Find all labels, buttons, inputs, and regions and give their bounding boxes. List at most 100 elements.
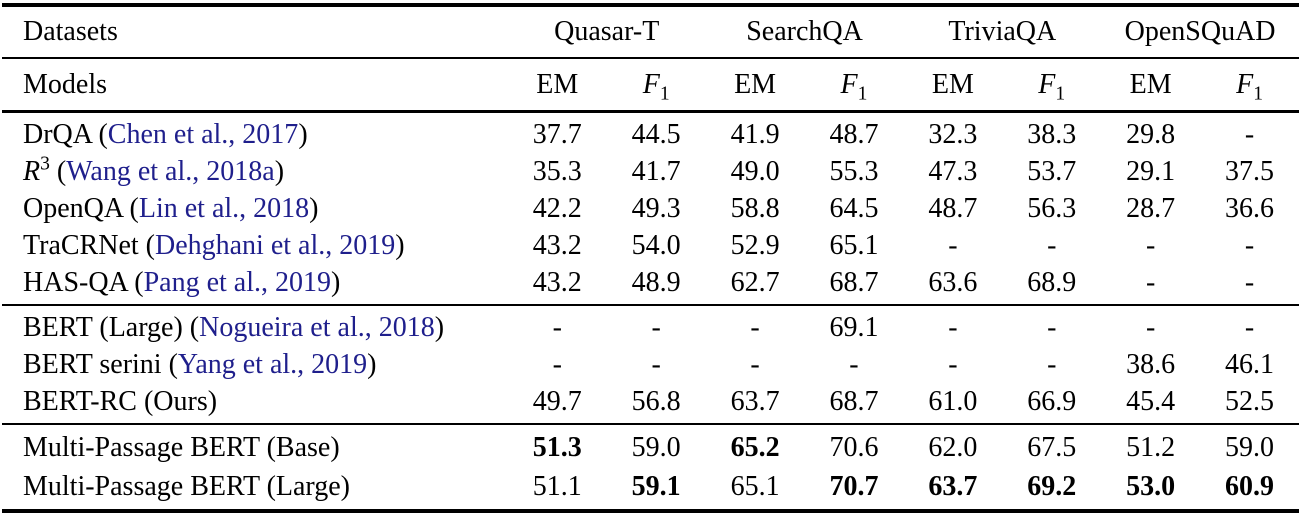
baseline-models-group: DrQA (Chen et al., 2017) 37.7 44.5 41.9 48.7… — [2, 112, 1299, 305]
table-row: DrQA (Chen et al., 2017) 37.7 44.5 41.9 48.7… — [2, 112, 1299, 154]
model-name: TraCRNet — [23, 229, 139, 261]
value-cell: 32.3 — [928, 118, 978, 150]
value-cell: 52.9 — [730, 229, 780, 261]
table-row: R3 (Wang et al., 2018a) 35.3 41.7 49.0 55.3 4… — [2, 153, 1299, 190]
value-cell: 28.7 — [1126, 192, 1176, 224]
value-cell: 68.7 — [829, 385, 879, 417]
table-row: Multi-Passage BERT (Base) 51.3 59.0 65.2 70.… — [2, 424, 1299, 467]
table-row: Multi-Passage BERT (Large) 51.1 59.1 65.1 70… — [2, 467, 1299, 511]
metric-header-f1: F1 — [1002, 58, 1102, 113]
value-cell: 43.2 — [532, 229, 582, 261]
model-cell: R3 (Wang et al., 2018a) — [23, 153, 285, 187]
model-name: HAS-QA — [23, 266, 128, 298]
multi-passage-bert-group: Multi-Passage BERT (Base) 51.3 59.0 65.2 70.… — [2, 424, 1299, 511]
value-cell: 59.1 — [631, 470, 681, 502]
value-cell: - — [849, 348, 859, 380]
table-row: BERT serini (Yang et al., 2019) - - - - - - 38.… — [2, 346, 1299, 383]
model-name: OpenQA — [23, 192, 123, 224]
model-cell: TraCRNet (Dehghani et al., 2019) — [23, 229, 405, 261]
citation-link[interactable]: Chen et al., 2017 — [107, 118, 299, 150]
value-cell: 67.5 — [1027, 431, 1077, 463]
value-cell: - — [552, 348, 562, 380]
models-label: Models — [2, 58, 508, 113]
metric-header-em: EM — [507, 58, 607, 113]
model-name: BERT serini — [23, 348, 162, 380]
value-cell: 53.0 — [1126, 470, 1176, 502]
citation-link[interactable]: Lin et al., 2018 — [138, 192, 310, 224]
citation-link[interactable]: Yang et al., 2019 — [177, 348, 368, 380]
f1-subscript: 1 — [1253, 83, 1263, 105]
metric-header-em: EM — [705, 58, 805, 113]
value-cell: 58.8 — [730, 192, 780, 224]
f1-letter: F — [1236, 68, 1254, 100]
f1-letter: F — [1038, 68, 1056, 100]
metric-header-em: EM — [1101, 58, 1201, 113]
value-cell: 65.1 — [730, 470, 780, 502]
model-cell: BERT (Large) (Nogueira et al., 2018) — [23, 311, 445, 343]
value-cell: 69.2 — [1027, 470, 1077, 502]
value-cell: 63.7 — [730, 385, 780, 417]
value-cell: - — [651, 311, 661, 343]
citation-link[interactable]: Wang et al., 2018a — [66, 155, 275, 187]
value-cell: 59.0 — [1225, 431, 1275, 463]
value-cell: 37.7 — [532, 118, 582, 150]
value-cell: 41.7 — [631, 155, 681, 187]
value-cell: - — [1244, 266, 1255, 298]
value-cell: 70.6 — [829, 431, 879, 463]
model-cell: HAS-QA (Pang et al., 2019) — [23, 266, 341, 298]
model-name: BERT-RC (Ours) — [23, 385, 218, 417]
table-row: TraCRNet (Dehghani et al., 2019) 43.2 54.0… — [2, 227, 1299, 264]
value-cell: 48.7 — [928, 192, 978, 224]
bert-models-group: BERT (Large) (Nogueira et al., 2018) - - - 6… — [2, 305, 1299, 424]
value-cell: - — [1145, 229, 1156, 261]
dataset-header-triviaqa: TriviaQA — [903, 5, 1102, 59]
value-cell: 44.5 — [631, 118, 681, 150]
value-cell: - — [552, 311, 562, 343]
f1-subscript: 1 — [659, 83, 670, 105]
value-cell: 54.0 — [631, 229, 681, 261]
value-cell: - — [1047, 229, 1057, 261]
results-table: Datasets Quasar-T SearchQA TriviaQA Open… — [2, 3, 1299, 513]
value-cell: 35.3 — [532, 155, 582, 187]
value-cell: 49.3 — [631, 192, 681, 224]
value-cell: 37.5 — [1225, 155, 1275, 187]
value-cell: 45.4 — [1126, 385, 1176, 417]
value-cell: 55.3 — [829, 155, 879, 187]
model-name: R — [23, 155, 41, 187]
value-cell: 61.0 — [928, 385, 978, 417]
value-cell: 68.7 — [829, 266, 879, 298]
dataset-header-searchqa: SearchQA — [705, 5, 904, 59]
table-row: BERT-RC (Ours) 49.7 56.8 63.7 68.7 61.0 66.9 45… — [2, 383, 1299, 424]
value-cell: 51.3 — [532, 431, 582, 463]
citation-link[interactable]: Pang et al., 2019 — [143, 266, 331, 298]
value-cell: - — [1145, 311, 1156, 343]
citation-link[interactable]: Nogueira et al., 2018 — [199, 311, 435, 343]
value-cell: - — [750, 311, 760, 343]
value-cell: 62.7 — [730, 266, 780, 298]
value-cell: 42.2 — [532, 192, 582, 224]
f1-letter: F — [642, 68, 660, 100]
model-cell: DrQA (Chen et al., 2017) — [23, 118, 308, 150]
datasets-label: Datasets — [2, 5, 508, 59]
metric-header-f1: F1 — [606, 58, 706, 113]
value-cell: 62.0 — [928, 431, 978, 463]
value-cell: 48.9 — [631, 266, 681, 298]
f1-subscript: 1 — [857, 83, 868, 105]
metric-header-f1: F1 — [1200, 58, 1299, 113]
value-cell: 63.7 — [928, 470, 978, 502]
value-cell: - — [1244, 118, 1255, 150]
model-name: BERT (Large) — [23, 311, 183, 343]
citation-link[interactable]: Dehghani et al., 2019 — [154, 229, 396, 261]
value-cell: 70.7 — [829, 470, 879, 502]
value-cell: 59.0 — [631, 431, 681, 463]
value-cell: 36.6 — [1225, 192, 1275, 224]
value-cell: - — [1244, 311, 1255, 343]
value-cell: 68.9 — [1027, 266, 1077, 298]
dataset-header-opensquad: OpenSQuAD — [1101, 5, 1299, 59]
table-row: HAS-QA (Pang et al., 2019) 43.2 48.9 62.7 68… — [2, 264, 1299, 305]
value-cell: 51.1 — [532, 470, 582, 502]
metric-header-f1: F1 — [804, 58, 904, 113]
value-cell: 49.0 — [730, 155, 780, 187]
value-cell: 48.7 — [829, 118, 879, 150]
value-cell: 60.9 — [1225, 470, 1275, 502]
